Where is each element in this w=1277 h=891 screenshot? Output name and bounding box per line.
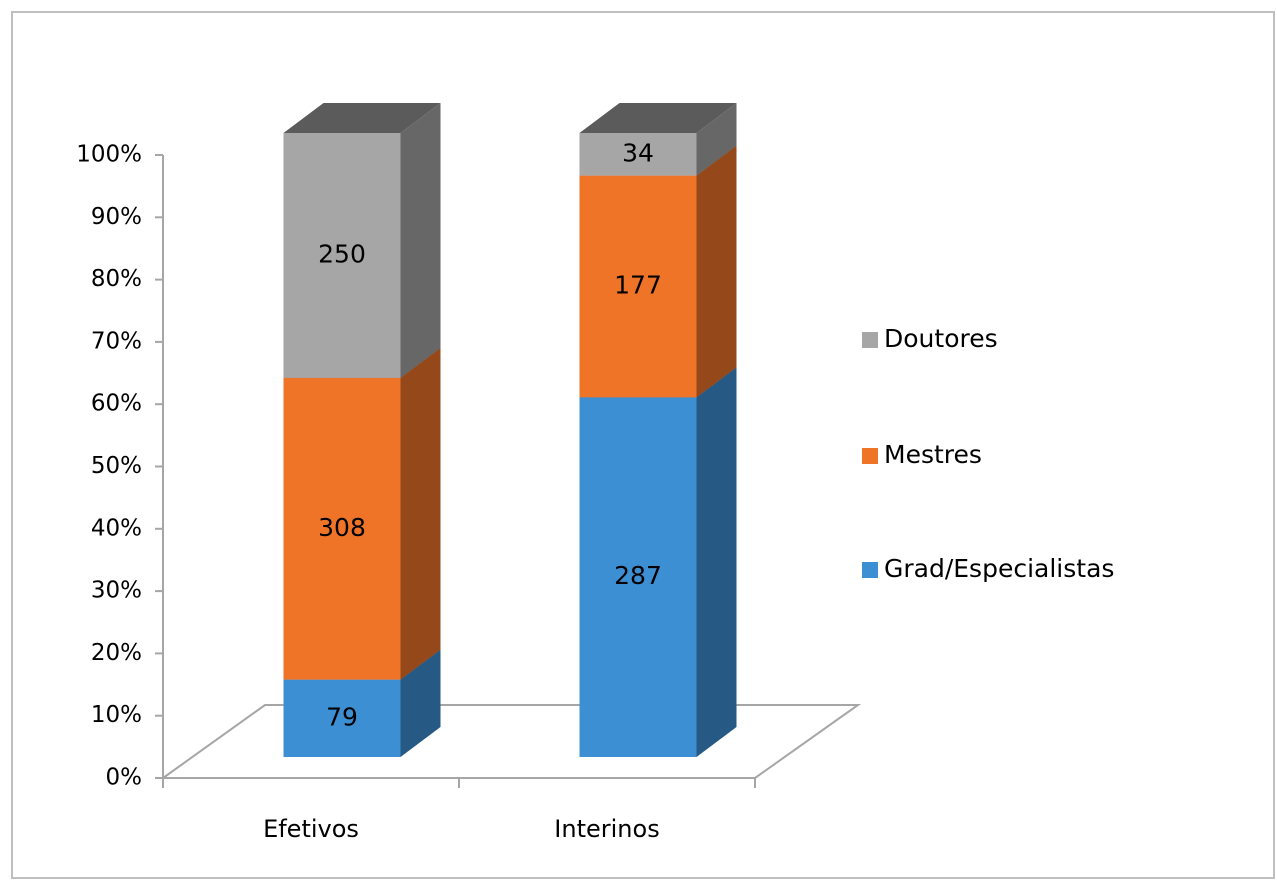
bar-side (400, 103, 441, 378)
floor (159, 704, 862, 779)
data-label: 177 (614, 270, 662, 299)
bar (579, 133, 697, 176)
data-label: 308 (318, 513, 366, 542)
bar (579, 397, 697, 757)
y-tick-label: 90% (91, 204, 142, 230)
bar-top (579, 103, 737, 133)
y-tick-label: 20% (91, 640, 142, 666)
bar (283, 133, 401, 378)
bar-side (696, 367, 737, 757)
data-label: 287 (614, 561, 662, 590)
y-tick-label: 60% (91, 391, 142, 417)
legend-swatch (862, 562, 878, 578)
y-tick-label: 30% (91, 578, 142, 604)
legend-label: Doutores (884, 324, 998, 353)
y-tick-label: 100% (76, 142, 142, 168)
bar-side (400, 649, 441, 757)
y-tick-label: 40% (91, 515, 142, 541)
bar-side (696, 145, 737, 398)
y-tick-label: 50% (91, 453, 142, 479)
y-tick-label: 70% (91, 328, 142, 354)
bar (283, 377, 401, 680)
y-tick-label: 0% (106, 765, 143, 791)
y-tick-label: 80% (91, 266, 142, 292)
legend-swatch (862, 332, 878, 348)
x-tick-label: Interinos (554, 815, 659, 843)
data-label: 250 (318, 239, 366, 268)
bar-top (283, 103, 441, 133)
bar-side (696, 103, 737, 176)
bar (283, 679, 401, 757)
y-tick-label: 10% (91, 702, 142, 728)
data-label: 79 (326, 702, 358, 731)
x-tick-label: Efetivos (263, 815, 359, 843)
bar-side (400, 347, 441, 680)
bar (579, 175, 697, 398)
legend-label: Grad/Especialistas (884, 554, 1114, 583)
data-label: 34 (622, 138, 654, 167)
legend-label: Mestres (884, 440, 982, 469)
legend-swatch (862, 448, 878, 464)
